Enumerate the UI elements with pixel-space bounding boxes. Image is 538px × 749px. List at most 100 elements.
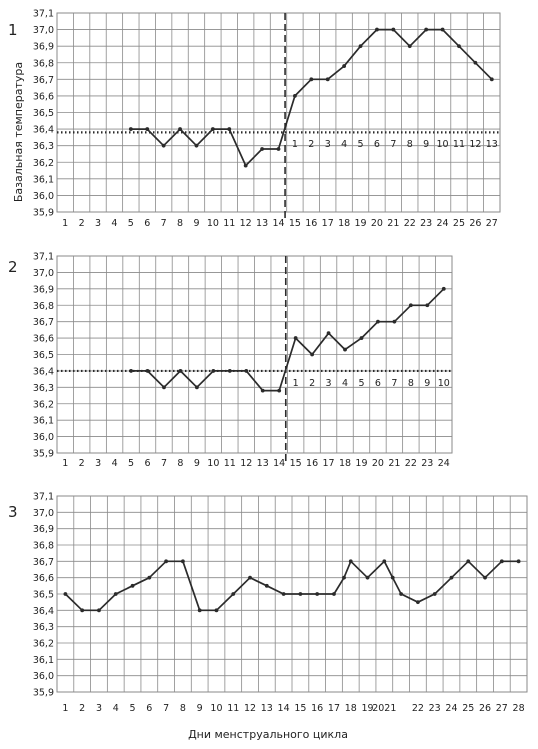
x-tick-label: 25 (462, 703, 474, 714)
x-tick-label: 25 (453, 218, 465, 229)
temperature-point (407, 44, 412, 49)
y-tick-label: 36,1 (33, 416, 54, 427)
y-tick-label: 36,7 (33, 317, 54, 328)
x-tick-label: 11 (224, 458, 236, 469)
x-tick-label: 17 (322, 218, 334, 229)
y-tick-label: 36,5 (33, 108, 54, 119)
x-tick-label: 26 (469, 218, 481, 229)
x-tick-label: 4 (113, 703, 119, 714)
x-tick-label: 12 (240, 218, 252, 229)
temperature-point (457, 44, 461, 49)
temperature-point (342, 575, 346, 580)
luteal-day-label: 2 (308, 139, 314, 150)
x-tick-label: 8 (177, 458, 183, 469)
temperature-point (113, 592, 118, 596)
temperature-point (260, 147, 264, 151)
x-tick-label: 24 (437, 218, 449, 229)
temperature-point (365, 575, 370, 580)
x-tick-label: 4 (112, 458, 118, 469)
y-tick-label: 36,8 (33, 58, 54, 69)
temperature-point (473, 60, 478, 65)
temperature-point (489, 77, 494, 82)
y-tick-label: 37,0 (33, 268, 54, 279)
y-tick-label: 36,2 (33, 158, 54, 169)
luteal-day-label: 8 (407, 139, 413, 150)
x-tick-label: 19 (355, 458, 367, 469)
x-tick-label: 6 (144, 458, 150, 469)
x-tick-label: 10 (207, 218, 219, 229)
temperature-point (180, 559, 185, 564)
temperature-point (244, 369, 249, 373)
y-tick-label: 37,1 (33, 252, 54, 263)
x-tick-label: 7 (161, 218, 167, 229)
temperature-point (248, 575, 252, 580)
temperature-point (326, 331, 331, 336)
temperature-point (382, 559, 387, 564)
temperature-point (214, 608, 219, 613)
x-tick-label: 5 (128, 458, 134, 469)
x-tick-label: 2021 (372, 703, 396, 714)
temperature-point (375, 27, 379, 32)
luteal-day-label: 1 (293, 378, 299, 389)
x-tick-label: 10 (210, 703, 222, 714)
luteal-day-label: 11 (453, 139, 465, 150)
y-tick-label: 36,9 (33, 284, 54, 295)
temperature-point (392, 319, 397, 324)
luteal-day-label: 3 (326, 378, 332, 389)
temperature-point (227, 369, 232, 373)
x-tick-label: 16 (306, 458, 318, 469)
temperature-point (309, 77, 314, 82)
x-tick-label: 14 (278, 703, 290, 714)
y-tick-label: 36,7 (33, 557, 54, 568)
x-tick-label: 19 (361, 703, 373, 714)
luteal-day-label: 13 (486, 139, 498, 150)
y-tick-label: 36,2 (33, 399, 54, 410)
x-tick-label: 17 (323, 458, 335, 469)
temperature-point (332, 592, 336, 596)
luteal-day-label: 7 (391, 378, 397, 389)
x-tick-label: 14 (273, 458, 285, 469)
temperature-point (408, 303, 413, 308)
x-tick-label: 7 (161, 458, 167, 469)
x-tick-label: 22 (405, 458, 417, 469)
x-tick-label: 8 (177, 218, 183, 229)
y-tick-label: 36,7 (33, 75, 54, 86)
temperature-point (161, 143, 166, 148)
x-tick-label: 2 (79, 218, 85, 229)
temperature-point (178, 369, 183, 373)
y-tick-label: 37,1 (33, 492, 54, 503)
temperature-line (131, 288, 445, 392)
temperature-point (342, 64, 347, 68)
x-tick-label: 19 (354, 218, 366, 229)
x-tick-label: 13 (261, 703, 273, 714)
temperature-point (145, 369, 150, 373)
luteal-day-label: 12 (469, 139, 481, 150)
y-tick-label: 36,3 (33, 383, 54, 394)
temperature-point (211, 369, 216, 373)
temperature-point (164, 559, 169, 564)
x-tick-label: 11 (227, 703, 239, 714)
y-tick-label: 37,0 (33, 508, 54, 519)
x-tick-label: 22 (412, 703, 424, 714)
y-tick-label: 36,1 (33, 655, 54, 666)
x-tick-label: 6 (146, 703, 152, 714)
x-tick-label: 12 (240, 458, 252, 469)
x-tick-label: 2 (79, 458, 85, 469)
temperature-point (432, 592, 437, 596)
temperature-point (197, 608, 202, 613)
temperature-point (129, 369, 133, 373)
x-tick-label: 18 (345, 703, 357, 714)
y-tick-label: 36,5 (33, 590, 54, 601)
temperature-point (97, 608, 101, 613)
x-tick-label: 24 (438, 458, 450, 469)
temperature-line (64, 560, 519, 612)
temperature-point (63, 592, 68, 596)
x-tick-label: 12 (244, 703, 256, 714)
y-tick-label: 35,9 (33, 688, 54, 699)
temperature-point (194, 385, 199, 390)
temperature-point (260, 388, 265, 393)
y-axis-label: Базальная температура (12, 62, 25, 202)
temperature-point (424, 27, 429, 32)
temperature-point (315, 592, 320, 596)
y-tick-label: 35,9 (33, 208, 54, 219)
